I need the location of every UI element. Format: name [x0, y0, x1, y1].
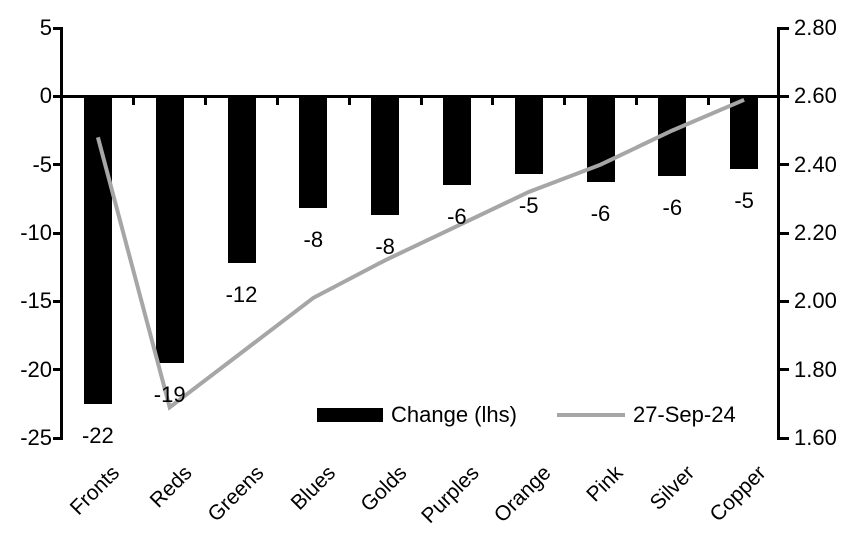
x-axis-line	[62, 94, 780, 98]
left-axis-line	[60, 26, 63, 440]
left-axis-tick-label: -15	[20, 288, 52, 314]
bar-value-label: -19	[153, 381, 186, 407]
right-axis-tick-label: 2.60	[794, 83, 837, 109]
category-label-blues: Blues	[286, 461, 340, 515]
right-axis-tick	[780, 94, 789, 98]
legend-line-swatch-icon	[556, 413, 625, 417]
bar-value-label: -5	[518, 193, 539, 219]
right-axis-line	[777, 26, 780, 440]
bar-value-label: -8	[303, 227, 324, 253]
right-axis-tick	[780, 163, 789, 167]
bar-value-label: -22	[81, 422, 114, 448]
right-axis-tick-label: 2.00	[794, 288, 837, 314]
bar-value-label: -5	[734, 187, 754, 213]
bar-value-label: -6	[590, 201, 611, 227]
category-label-reds: Reds	[145, 461, 197, 513]
left-axis-tick-label: -10	[20, 220, 52, 245]
left-axis-tick	[53, 299, 62, 303]
left-axis-tick-label: 0	[39, 83, 52, 109]
category-label-silver: Silver	[645, 461, 699, 515]
x-axis-tick	[491, 97, 495, 105]
right-axis-tick	[780, 436, 789, 440]
right-axis-tick-label: 1.60	[794, 425, 837, 450]
left-axis-tick	[53, 163, 62, 167]
right-axis-tick	[780, 231, 789, 235]
left-axis-tick-label: -5	[32, 151, 52, 177]
left-axis-tick	[53, 436, 62, 440]
left-axis-tick-label: -20	[20, 356, 52, 382]
left-axis-tick	[53, 231, 62, 235]
left-axis-tick	[53, 94, 62, 98]
bar-value-label: -12	[225, 282, 258, 308]
x-axis-tick	[706, 97, 710, 105]
category-label-copper: Copper	[705, 461, 771, 527]
category-label-pink: Pink	[581, 461, 628, 507]
bar-value-label: -8	[375, 234, 395, 260]
legend-bar-swatch-icon	[317, 408, 383, 422]
category-label-greens: Greens	[203, 461, 269, 527]
x-axis-tick	[563, 97, 567, 105]
left-axis-tick	[53, 368, 62, 372]
bar-value-label: -6	[662, 194, 683, 220]
right-axis-tick-label: 2.40	[794, 151, 837, 177]
category-label-golds: Golds	[356, 461, 412, 517]
right-axis-tick-label: 2.20	[794, 220, 837, 245]
left-axis-tick-label: -25	[20, 425, 52, 450]
x-axis-tick	[204, 97, 208, 105]
legend: Change (lhs) 27-Sep-24	[317, 402, 736, 428]
category-label-purples: Purples	[416, 461, 484, 528]
right-axis-tick-label: 1.80	[794, 356, 837, 382]
left-axis-tick-label: 5	[39, 15, 52, 40]
x-axis-tick	[132, 97, 136, 105]
bar-value-label: -6	[447, 204, 467, 230]
right-axis-tick	[780, 26, 789, 30]
left-axis-tick	[53, 26, 62, 30]
category-label-fronts: Fronts	[66, 461, 125, 520]
right-axis-tick	[780, 299, 789, 303]
legend-entry-date: 27-Sep-24	[556, 402, 736, 428]
x-axis-tick	[347, 97, 351, 105]
x-axis-tick	[634, 97, 638, 105]
legend-entry-change: Change (lhs)	[317, 402, 517, 428]
x-axis-tick	[419, 97, 423, 105]
category-label-orange: Orange	[489, 461, 556, 528]
legend-label-date: 27-Sep-24	[632, 402, 736, 427]
right-axis-tick	[780, 368, 789, 372]
x-axis-tick	[275, 97, 279, 105]
legend-label-change: Change (lhs)	[391, 402, 517, 427]
right-axis-tick-label: 2.80	[794, 15, 837, 40]
